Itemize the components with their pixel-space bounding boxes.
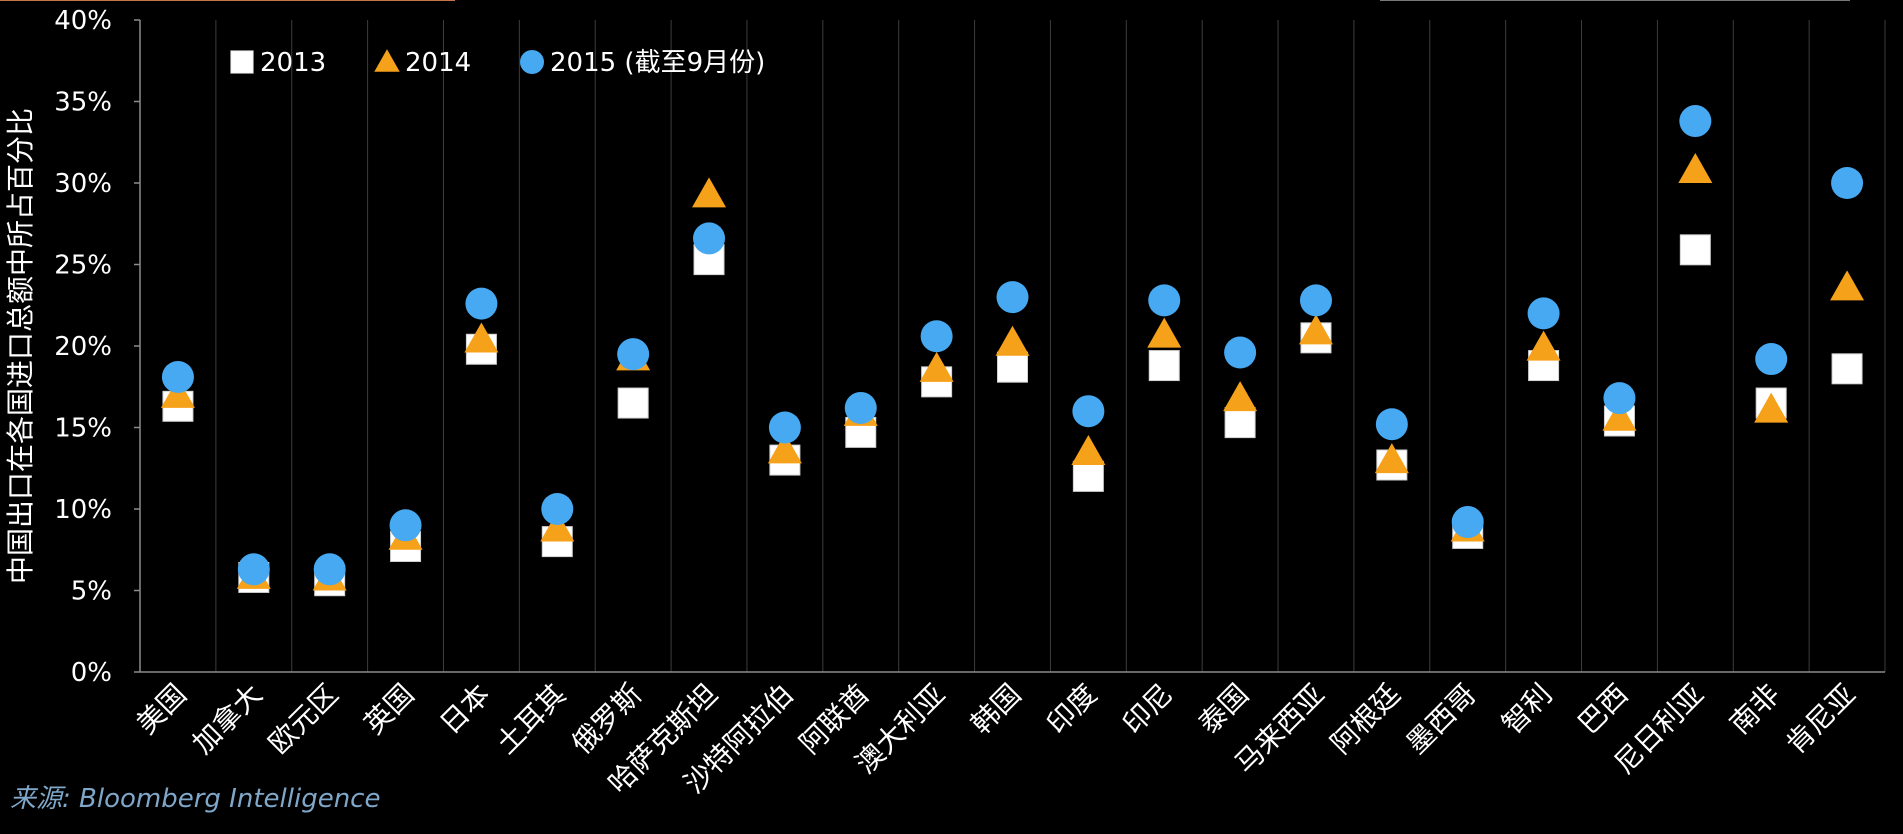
point-2014-14 — [1223, 381, 1258, 412]
point-2015-0 — [161, 360, 194, 393]
point-2015-18 — [1527, 297, 1560, 330]
point-2015-12 — [1072, 395, 1105, 428]
y-tick-label: 35% — [54, 88, 112, 118]
point-2014-13 — [1147, 317, 1182, 348]
point-2015-13 — [1148, 284, 1181, 317]
point-2015-7 — [693, 222, 726, 255]
legend-label-2013: 2013 — [260, 48, 326, 78]
x-tick-label: 美国 — [130, 678, 193, 741]
point-2015-6 — [617, 338, 650, 371]
point-2014-15 — [1298, 314, 1333, 345]
y-tick-label: 10% — [54, 495, 112, 525]
point-2015-8 — [768, 411, 801, 444]
y-tick-label: 20% — [54, 332, 112, 362]
point-2015-16 — [1375, 408, 1408, 441]
y-tick-label: 15% — [54, 414, 112, 444]
x-tick-label: 日本 — [433, 678, 496, 741]
point-2014-7 — [692, 177, 727, 208]
x-tick-label: 欧元区 — [262, 678, 345, 761]
y-axis-label: 中国出口在各国进口总额中所占百分比 — [4, 108, 37, 584]
point-2015-17 — [1451, 506, 1484, 539]
point-2013-20 — [1679, 234, 1711, 266]
point-2015-21 — [1755, 343, 1788, 376]
x-tick-label: 智利 — [1496, 678, 1559, 741]
point-2014-4 — [464, 322, 499, 353]
x-tick-label: 印度 — [1040, 678, 1103, 741]
point-2015-14 — [1224, 336, 1257, 369]
point-2014-12 — [1071, 434, 1106, 465]
point-2015-11 — [996, 281, 1029, 314]
point-2013-13 — [1148, 350, 1180, 382]
legend-marker-2014 — [374, 49, 400, 72]
x-tick-label: 阿根廷 — [1324, 678, 1407, 761]
point-2014-16 — [1374, 443, 1409, 474]
point-2014-10 — [919, 351, 954, 382]
x-tick-label: 肯尼亚 — [1779, 678, 1862, 761]
y-tick-label: 0% — [71, 658, 112, 688]
source-caption: 来源: Bloomberg Intelligence — [10, 784, 381, 814]
x-tick-label: 墨西哥 — [1400, 678, 1483, 761]
x-tick-label: 印尼 — [1116, 678, 1179, 741]
x-tick-label: 韩国 — [965, 678, 1028, 741]
legend-marker-2015 — [520, 50, 544, 74]
legend-marker-2013 — [230, 50, 254, 74]
point-2014-11 — [995, 325, 1030, 356]
y-tick-label: 25% — [54, 251, 112, 281]
x-tick-label: 南非 — [1723, 678, 1786, 741]
point-2014-5 — [540, 511, 575, 542]
point-2015-5 — [541, 493, 574, 525]
point-2013-22 — [1831, 353, 1863, 385]
point-2014-18 — [1526, 330, 1561, 361]
top-accent-line — [0, 0, 455, 1]
legend-label-2014: 2014 — [405, 48, 471, 78]
y-tick-label: 5% — [71, 577, 112, 607]
point-2014-21 — [1754, 392, 1789, 423]
point-2015-22 — [1831, 167, 1864, 199]
point-2015-4 — [465, 287, 498, 320]
legend-label-2015: 2015 (截至9月份) — [550, 48, 765, 78]
y-tick-label: 30% — [54, 169, 112, 199]
x-tick-label: 巴西 — [1571, 678, 1634, 741]
point-2015-9 — [844, 391, 877, 424]
point-2015-10 — [920, 320, 953, 353]
x-tick-label: 加拿大 — [186, 678, 269, 761]
point-2015-20 — [1679, 105, 1712, 138]
point-2013-12 — [1072, 460, 1104, 492]
x-tick-label: 英国 — [358, 678, 421, 741]
x-tick-label: 泰国 — [1192, 678, 1255, 741]
point-2015-2 — [313, 553, 346, 586]
x-tick-label: 土耳其 — [489, 678, 572, 761]
point-2013-14 — [1224, 407, 1256, 439]
point-2013-6 — [617, 387, 649, 419]
point-2014-20 — [1678, 152, 1713, 183]
point-2013-11 — [997, 351, 1028, 383]
point-2015-19 — [1603, 382, 1636, 415]
top-border-line — [1380, 0, 1850, 1]
y-tick-label: 40% — [54, 6, 112, 36]
point-2015-1 — [237, 553, 270, 586]
point-2015-3 — [389, 509, 422, 542]
point-2014-19 — [1602, 400, 1637, 431]
point-2014-8 — [767, 433, 802, 464]
point-2014-22 — [1830, 270, 1865, 301]
point-2015-15 — [1299, 284, 1332, 317]
